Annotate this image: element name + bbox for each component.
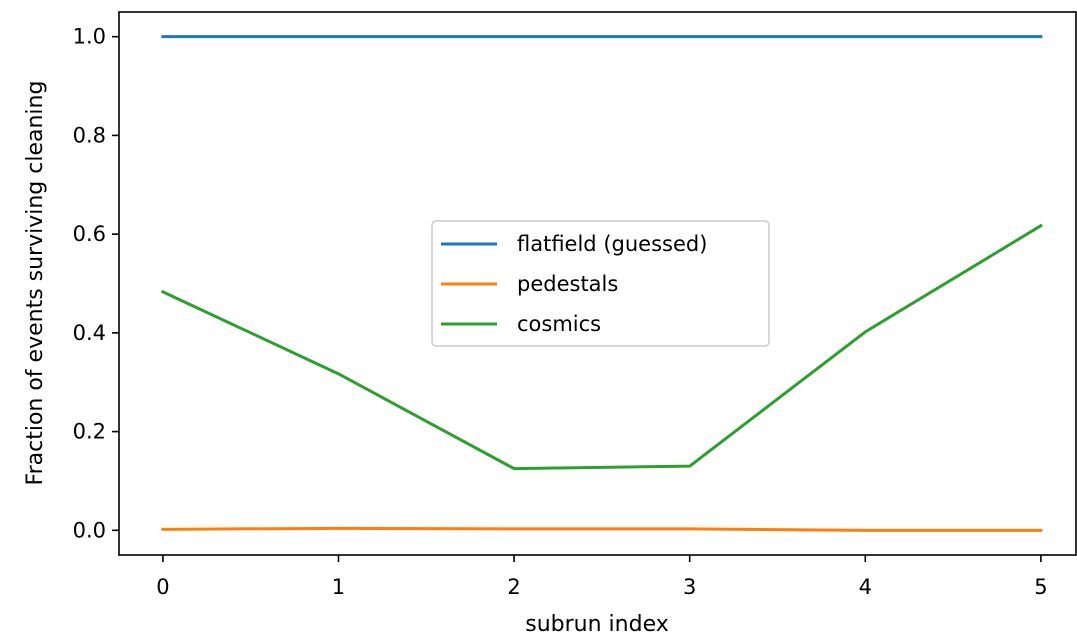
- y-tick-label: 0.2: [73, 420, 106, 444]
- y-tick-label: 0.6: [73, 222, 106, 246]
- y-tick-label: 1.0: [73, 25, 106, 49]
- x-tick-label: 2: [507, 575, 520, 599]
- x-tick-label: 1: [332, 575, 345, 599]
- legend-items: flatfield (guessed) pedestals cosmics: [441, 232, 707, 336]
- legend-box: [431, 220, 770, 347]
- y-axis-label: Fraction of events surviving cleaning: [23, 81, 48, 486]
- y-tick-label: 0.4: [73, 321, 106, 345]
- legend-label-1: pedestals: [517, 272, 618, 296]
- y-tick-label: 0.8: [73, 123, 106, 147]
- series-line-2: [160, 223, 1043, 471]
- series-layer: [160, 35, 1043, 532]
- y-axis-ticks: 0.0 0.2 0.4 0.6 0.8 1.0: [73, 25, 119, 542]
- legend: flatfield (guessed) pedestals cosmics: [431, 220, 770, 347]
- legend-label-2: cosmics: [517, 312, 601, 336]
- x-tick-label: 4: [859, 575, 872, 599]
- x-axis-label: subrun index: [525, 612, 668, 637]
- plot-frame: [118, 11, 1077, 556]
- x-tick-label: 3: [683, 575, 696, 599]
- legend-label-0: flatfield (guessed): [517, 232, 707, 256]
- x-tick-label: 5: [1034, 575, 1047, 599]
- y-tick-label: 0.0: [73, 518, 106, 542]
- series-line-1: [161, 526, 1043, 532]
- x-tick-label: 0: [156, 575, 169, 599]
- x-axis-ticks: 0 1 2 3 4 5: [156, 555, 1048, 599]
